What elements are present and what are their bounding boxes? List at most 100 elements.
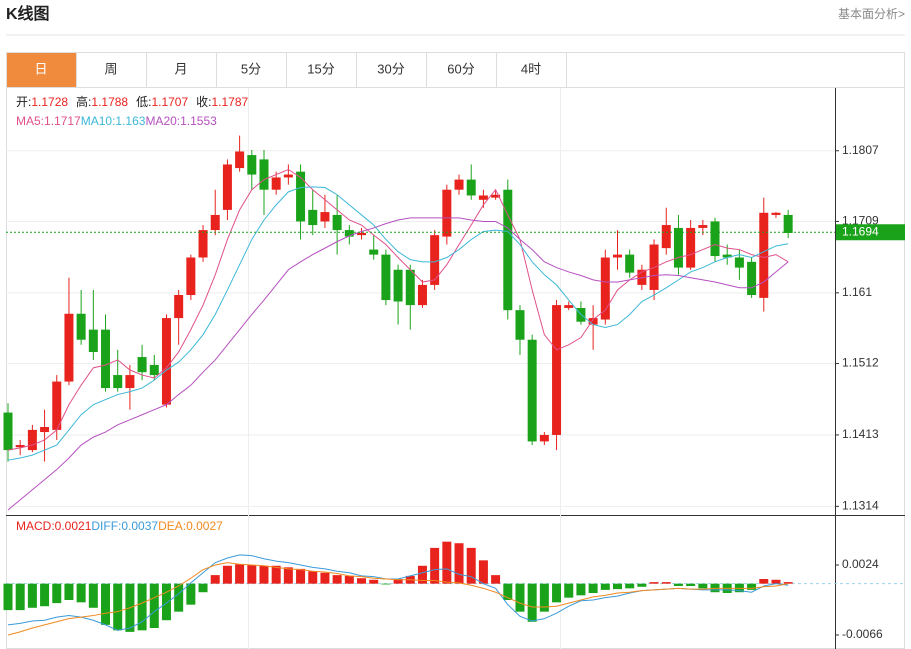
macd-bar — [64, 583, 74, 600]
candle-body — [76, 313, 86, 340]
macd-bar — [442, 541, 452, 584]
macd-bar — [600, 583, 610, 590]
macd-bar — [40, 583, 50, 607]
macd-bar — [466, 547, 476, 584]
macd-bar — [588, 583, 598, 593]
macd-bar — [88, 583, 98, 608]
ohlc-value: 1.1728 — [31, 95, 68, 109]
candle-body — [710, 221, 720, 257]
candle-body — [552, 305, 562, 435]
tab-label[interactable]: 30分 — [377, 61, 404, 76]
candle-body — [698, 225, 708, 228]
macd-bar — [430, 547, 440, 584]
candle-body — [771, 212, 781, 215]
legend-name: DEA: — [158, 519, 186, 533]
candle-body — [27, 429, 37, 451]
candle-body — [442, 189, 452, 237]
tab-label[interactable]: 日 — [34, 61, 47, 76]
macd-bar — [673, 583, 683, 586]
macd-line — [7, 554, 789, 631]
macd-bar — [271, 565, 281, 584]
tab-label[interactable]: 60分 — [447, 61, 474, 76]
candle-body — [235, 151, 245, 169]
tab-label[interactable]: 15分 — [307, 61, 334, 76]
candle-body — [149, 364, 159, 376]
macd-bar — [283, 567, 293, 584]
macd-bar — [149, 583, 159, 628]
macd-bar — [137, 583, 147, 631]
candle-body — [64, 313, 74, 382]
analysis-link[interactable]: 基本面分析> — [838, 7, 905, 21]
tab[interactable] — [286, 52, 357, 88]
y-tick-label: 0.0024 — [842, 557, 879, 571]
candle-body — [137, 357, 147, 373]
tab[interactable] — [426, 52, 497, 88]
tab[interactable] — [496, 52, 567, 88]
macd-bar — [369, 579, 379, 584]
y-tick-label: -0.0066 — [842, 627, 883, 641]
candle-body — [564, 305, 574, 308]
macd-bar — [101, 583, 111, 625]
macd-bar — [527, 583, 537, 622]
y-tick-label: 1.161 — [842, 285, 872, 299]
macd-bar — [625, 583, 635, 589]
y-tick-label: 1.1314 — [842, 499, 879, 513]
tab[interactable] — [146, 52, 217, 88]
macd-bar — [198, 583, 208, 593]
ma-line — [7, 217, 789, 511]
candle-body — [417, 284, 427, 306]
macd-bar — [637, 583, 647, 587]
macd-bar — [454, 543, 464, 584]
tab-label[interactable]: 5分 — [241, 61, 261, 76]
ma-line — [7, 168, 789, 451]
macd-bar — [3, 583, 13, 611]
candle-body — [247, 155, 257, 175]
macd-line — [7, 562, 789, 636]
macd-bar — [686, 583, 696, 586]
ma-line — [7, 186, 789, 461]
macd-bar — [771, 579, 781, 584]
candle-body — [259, 159, 269, 190]
candle-body — [125, 375, 135, 389]
candle-body — [369, 249, 379, 255]
candle-body — [357, 232, 367, 236]
macd-bar — [649, 582, 659, 584]
ohlc-label: 高: — [76, 94, 91, 109]
macd-bar — [564, 583, 574, 598]
macd-bar — [503, 583, 513, 600]
y-tick-label: 1.1413 — [842, 427, 879, 441]
tab-label[interactable]: 月 — [174, 61, 187, 76]
legend-value: 0.0027 — [186, 519, 223, 533]
macd-bar — [332, 575, 342, 584]
candle-body — [198, 230, 208, 258]
tab[interactable] — [6, 52, 77, 88]
macd-bar — [661, 582, 671, 584]
legend-value: 0.0021 — [55, 519, 92, 533]
y-tick-label: 1.1807 — [842, 143, 879, 157]
candle-body — [222, 164, 232, 210]
ohlc-label: 收: — [196, 95, 211, 109]
tab-label[interactable]: 周 — [104, 61, 117, 76]
candle-body — [3, 412, 13, 451]
legend-name: MA10: — [81, 114, 116, 128]
tab-label[interactable]: 4时 — [521, 61, 541, 76]
macd-bar — [576, 583, 586, 596]
macd-bar — [417, 565, 427, 584]
macd-bar — [15, 583, 25, 611]
y-tick-label: 1.1709 — [842, 214, 879, 228]
candle-body — [405, 269, 415, 306]
candle-body — [722, 254, 732, 258]
candle-body — [332, 214, 342, 231]
legend-value: 1.1553 — [180, 114, 217, 128]
tab[interactable] — [216, 52, 287, 88]
ohlc-info: 开:1.1728 高:1.1788 低:1.1707 收:1.1787 — [16, 94, 249, 109]
macd-bar — [759, 579, 769, 584]
candle-body — [539, 434, 549, 442]
candle-body — [515, 310, 525, 340]
tab[interactable] — [76, 52, 147, 88]
macd-bar — [491, 575, 501, 584]
candle-body — [478, 195, 488, 200]
candle-body — [113, 375, 123, 389]
candle-body — [588, 318, 598, 325]
